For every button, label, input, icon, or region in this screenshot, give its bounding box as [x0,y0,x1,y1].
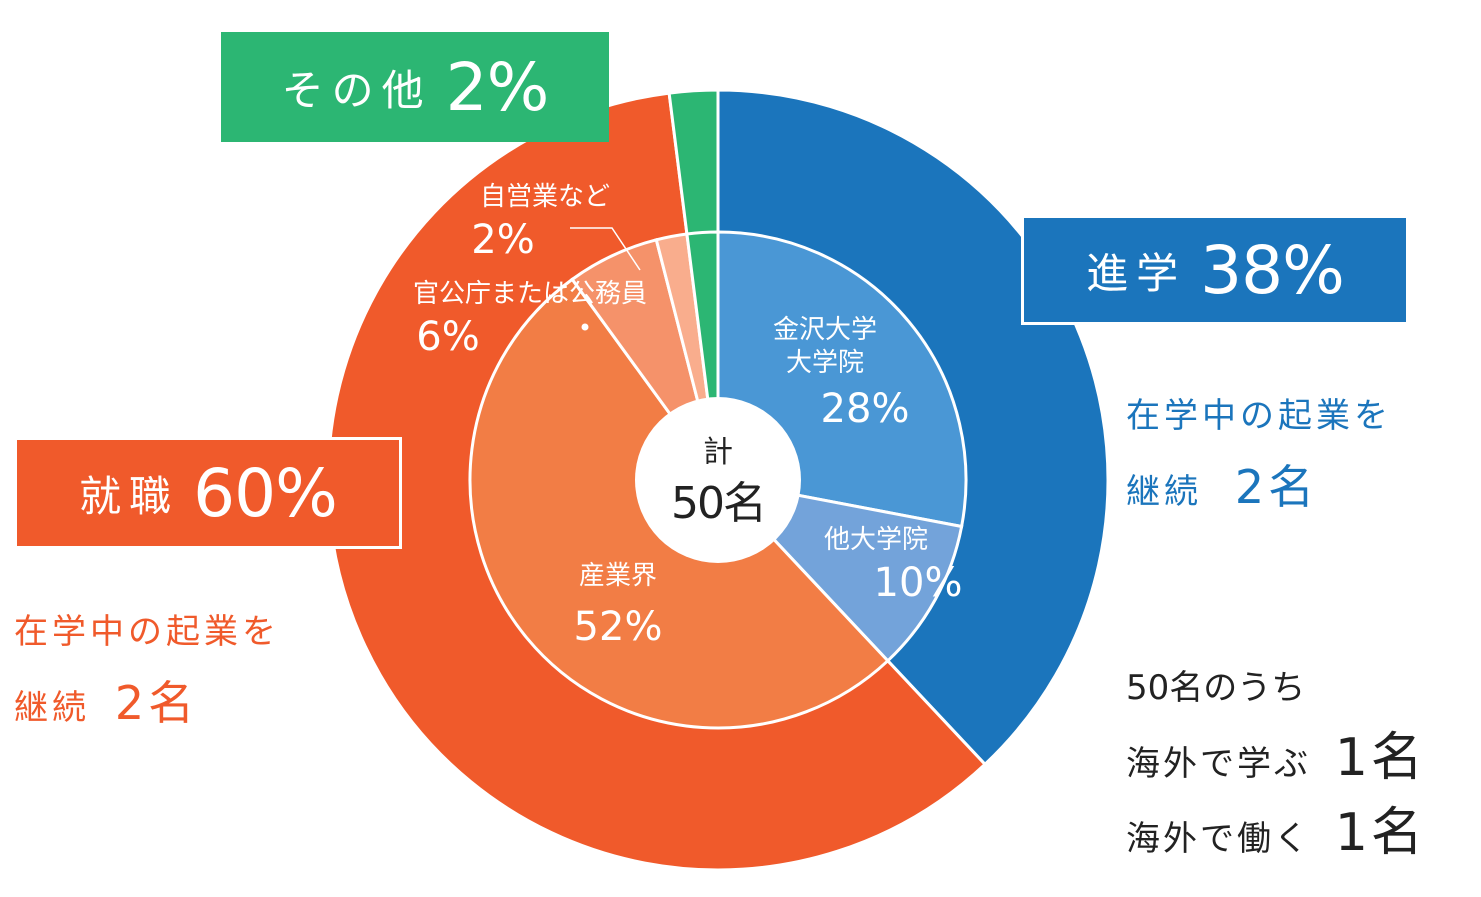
kaigai-line1: 50名のうち [1126,668,1306,708]
kaigai-study-prefix: 海外で学ぶ [1126,744,1311,784]
sonota-label: その他 [281,65,432,115]
shushoku-kigyo-prefix: 継続 [14,688,90,728]
inner-label-value-1: 10% [874,560,963,606]
shushoku-kigyo-count: 2名 [114,676,199,730]
inner-label-name-0-0: 金沢大学 [773,315,877,345]
shingaku-kigyo-prefix: 継続 [1126,472,1202,512]
shushoku-kigyo-note: 在学中の起業を 継続 2名 [14,604,280,733]
inner-label-name-4-0: 自営業など [480,182,610,212]
inner-label-value-4: 2% [471,217,534,263]
shingaku-kigyo-line1: 在学中の起業を [1126,396,1392,436]
inner-label-value-2: 52% [574,604,663,650]
shingaku-percent: 38% [1200,231,1345,309]
shushoku-label: 就職 [79,471,180,521]
kaigai-study-count: 1名 [1334,728,1426,788]
center-label-total: 計 [703,435,733,470]
shingaku-kigyo-note: 在学中の起業を 継続 2名 [1126,388,1392,517]
sonota-label-box: その他 2% [221,32,609,142]
kaigai-work-prefix: 海外で働く [1126,819,1311,859]
shingaku-label-box: 進学 38% [1021,215,1409,325]
shingaku-kigyo-count: 2名 [1234,460,1319,514]
callout-lines [570,227,641,331]
inner-label-value-3: 6% [416,314,479,360]
center-hole [635,397,801,563]
kankocho-callout-dot [581,323,589,331]
kaigai-work-count: 1名 [1334,803,1426,863]
jieigyo-callout-line [570,227,641,271]
shushoku-kigyo-line1: 在学中の起業を [14,612,280,652]
kaigai-note: 50名のうち 海外で学ぶ 1名 海外で働く 1名 [1126,660,1426,865]
inner-label-name-3-0: 官公庁または公務員 [413,279,647,309]
sonota-percent: 2% [445,48,550,126]
shushoku-percent: 60% [193,454,338,532]
inner-label-name-2-0: 産業界 [579,561,657,591]
inner-label-name-0-1: 大学院 [786,348,864,378]
shingaku-label: 進学 [1086,248,1187,298]
shushoku-label-box: 就職 60% [14,437,402,549]
inner-label-value-0: 28% [821,386,910,432]
center-label-count: 50名 [671,478,765,529]
inner-label-name-1-0: 他大学院 [824,525,928,555]
